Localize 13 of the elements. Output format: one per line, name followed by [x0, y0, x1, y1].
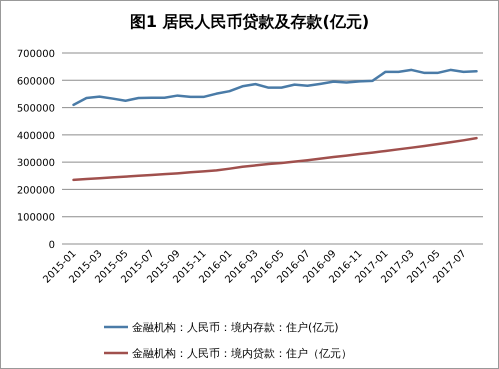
y-tick-label: 200000	[16, 185, 55, 196]
line-series	[72, 136, 478, 182]
y-tick-label: 500000	[16, 104, 55, 115]
legend-label: 金融机构：人民币：境内存款：住户(亿元)	[132, 321, 339, 334]
chart-title: 图1 居民人民币贷款及存款(亿元)	[130, 12, 370, 31]
y-tick-label: 400000	[16, 130, 55, 142]
y-tick-label: 300000	[16, 158, 55, 170]
y-tick-label: 700000	[16, 49, 55, 60]
y-tick-label: 0	[48, 240, 55, 251]
y-tick-label: 600000	[16, 76, 55, 88]
legend-label: 金融机构：人民币：境内贷款：住户（亿元）	[132, 347, 352, 360]
y-tick-label: 100000	[16, 212, 55, 224]
line-series	[72, 68, 478, 106]
